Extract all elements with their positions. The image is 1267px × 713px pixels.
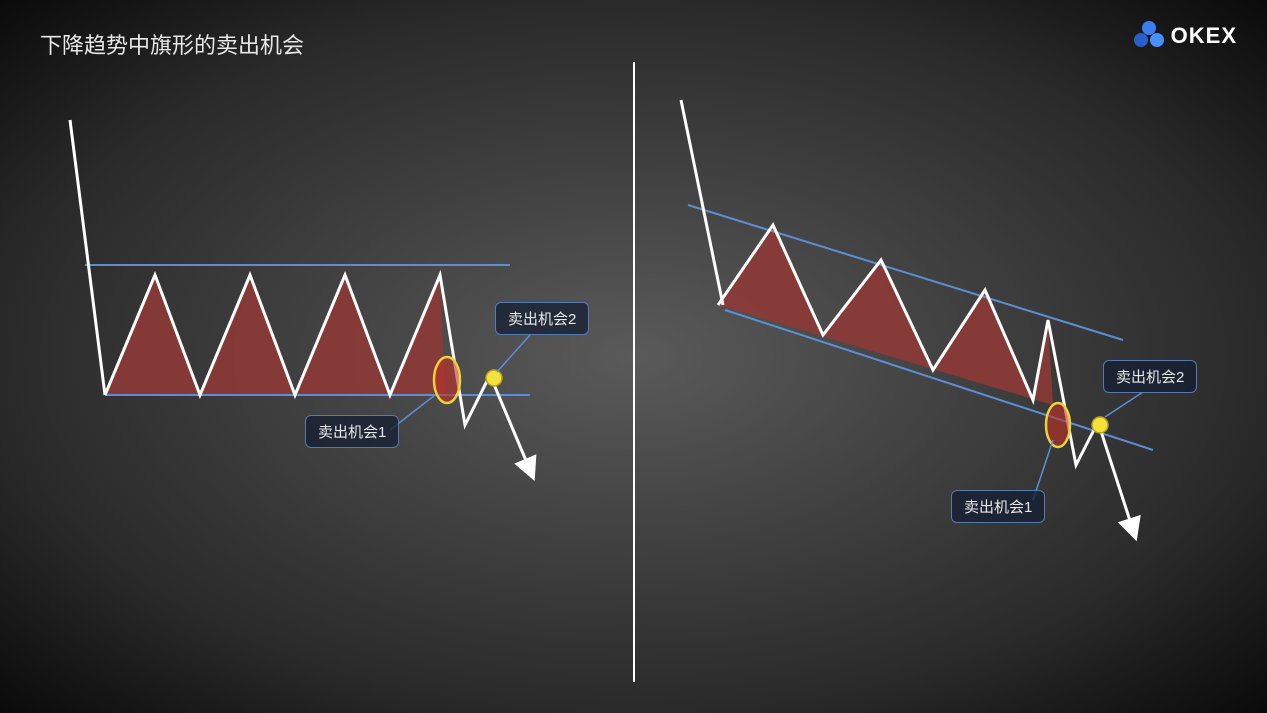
callout-sell-1: 卖出机会1 bbox=[305, 415, 399, 448]
flag-pole bbox=[70, 120, 105, 395]
sell-marker-2 bbox=[486, 370, 502, 386]
flag-pole bbox=[681, 100, 723, 305]
callout-sell-1: 卖出机会1 bbox=[951, 490, 1045, 523]
callout2-line bbox=[1105, 392, 1143, 417]
sell-marker-1 bbox=[1046, 403, 1070, 447]
panel-right: 卖出机会1 卖出机会2 bbox=[633, 0, 1266, 713]
lower-channel bbox=[725, 310, 1153, 450]
flag-fill bbox=[105, 275, 445, 395]
flag-fill bbox=[718, 225, 1053, 405]
callout-sell-2: 卖出机会2 bbox=[495, 302, 589, 335]
callout-sell-2: 卖出机会2 bbox=[1103, 360, 1197, 393]
sell-marker-2 bbox=[1092, 417, 1108, 433]
panel-left: 卖出机会1 卖出机会2 bbox=[0, 0, 633, 713]
callout2-line bbox=[497, 335, 530, 372]
sell-marker-1 bbox=[434, 357, 460, 403]
diagram-left bbox=[0, 0, 633, 713]
diagram-right bbox=[633, 0, 1266, 713]
